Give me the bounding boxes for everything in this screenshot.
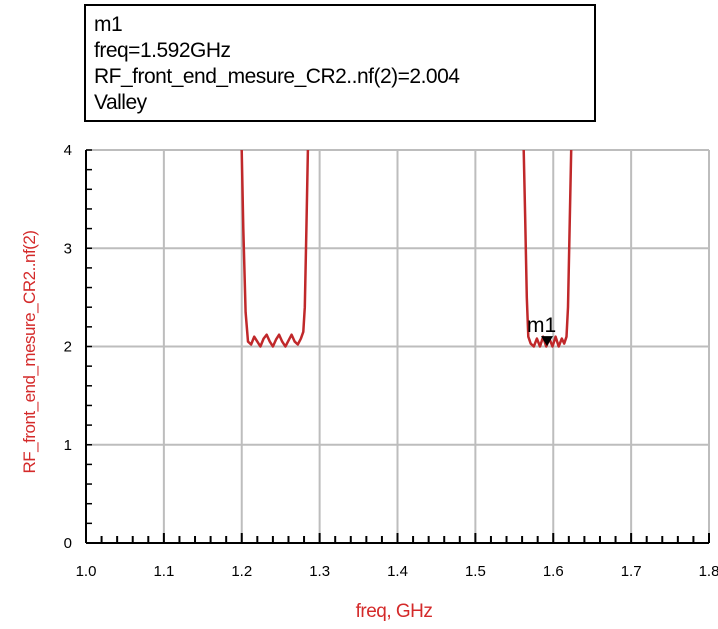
x-tick-label: 1.3 bbox=[309, 563, 330, 580]
y-tick-label: 2 bbox=[64, 339, 72, 356]
x-tick-label: 1.2 bbox=[231, 563, 252, 580]
y-tick-label: 4 bbox=[64, 142, 72, 159]
marker-name: m1 bbox=[94, 13, 123, 36]
x-tick-label: 1.6 bbox=[543, 563, 564, 580]
x-tick-label: 1.7 bbox=[621, 563, 642, 580]
x-axis-label: freq, GHz bbox=[356, 601, 433, 622]
grid bbox=[85, 149, 710, 544]
marker-readout-box: m1 freq=1.592GHz RF_front_end_mesure_CR2… bbox=[84, 4, 596, 122]
marker-value: RF_front_end_mesure_CR2..nf(2)=2.004 bbox=[94, 65, 460, 88]
y-tick-label: 1 bbox=[64, 437, 72, 454]
axes: 1.0 1.1 1.2 1.3 1.4 1.5 1.6 1.7 1.8 0 1 2 3 4 bbox=[64, 142, 718, 580]
marker-freq: freq=1.592GHz bbox=[94, 39, 231, 62]
x-tick-label: 1.4 bbox=[387, 563, 408, 580]
y-axis-label: RF_front_end_mesure_CR2..nf(2) bbox=[20, 231, 39, 474]
y-tick-label: 0 bbox=[64, 535, 72, 552]
marker-m1-triangle bbox=[541, 336, 554, 347]
series-line bbox=[240, 149, 310, 348]
marker-m1-label: m1 bbox=[527, 314, 556, 337]
x-tick-label: 1.8 bbox=[699, 563, 718, 580]
marker-type: Valley bbox=[94, 91, 147, 114]
marker-layer: m1 bbox=[527, 314, 556, 347]
x-tick-label: 1.0 bbox=[76, 563, 97, 580]
x-tick-label: 1.1 bbox=[153, 563, 174, 580]
y-tick-label: 3 bbox=[64, 240, 72, 257]
x-tick-label: 1.5 bbox=[465, 563, 486, 580]
